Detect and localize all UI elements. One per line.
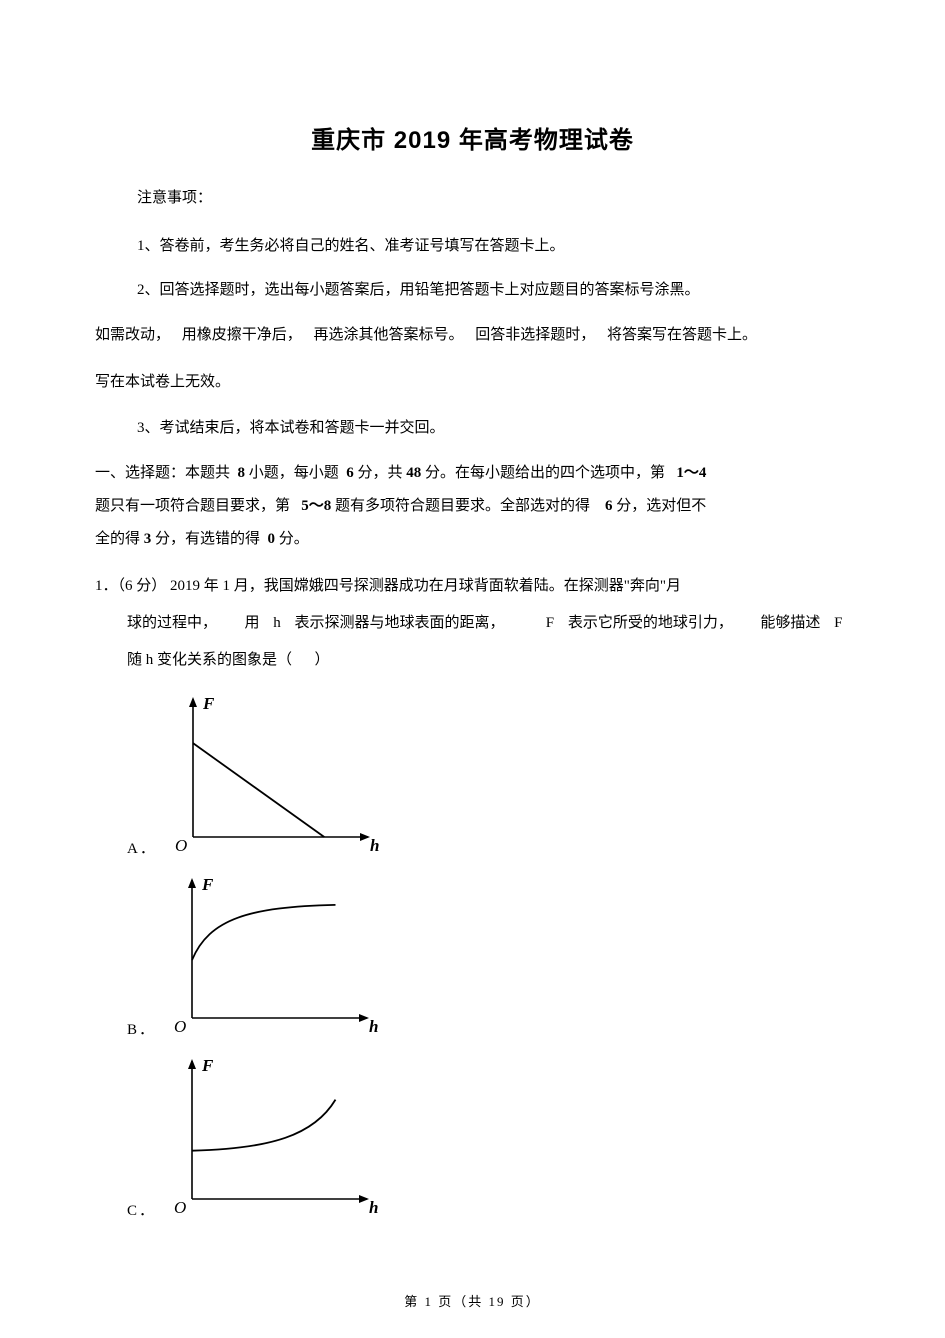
chart-b: Fh O — [162, 868, 387, 1043]
page-footer: 第 1 页（共 19 页） — [0, 1291, 945, 1310]
q1-line1: 1．（6 分） 2019 年 1 月，我国嫦娥四号探测器成功在月球背面软着陆。在… — [95, 570, 850, 603]
notice-item-2b: 如需改动， 用橡皮擦干净后， 再选涂其他答案标号。 回答非选择题时， 将答案写在… — [95, 319, 850, 352]
svg-text:F: F — [201, 875, 214, 894]
q1-line2: 球的过程中， 用 h 表示探测器与地球表面的距离， F 表示它所受的地球引力， … — [127, 607, 850, 640]
svg-text:h: h — [369, 1017, 378, 1036]
option-a-label: A． — [127, 837, 157, 862]
notice-item-2: 2、回答选择题时，选出每小题答案后，用铅笔把答题卡上对应题目的答案标号涂黑。 — [137, 275, 850, 305]
section-header: 一、选择题：本题共 8 小题，每小题 6 分，共 48 分。在每小题给出的四个选… — [95, 457, 850, 556]
option-a-row: A． Fh O — [127, 687, 850, 862]
option-b-row: B． Fh O — [127, 868, 850, 1043]
svg-text:h: h — [369, 1198, 378, 1217]
svg-text:O: O — [175, 836, 187, 855]
svg-text:O: O — [174, 1198, 186, 1217]
option-c-row: C． Fh O — [127, 1049, 850, 1224]
q1-line3: 随 h 变化关系的图象是（ ） — [127, 644, 850, 677]
svg-text:O: O — [174, 1017, 186, 1036]
svg-text:F: F — [202, 694, 215, 713]
notice-item-1: 1、答卷前，考生务必将自己的姓名、准考证号填写在答题卡上。 — [137, 231, 850, 261]
svg-text:h: h — [370, 836, 379, 855]
notice-header: 注意事项： — [137, 183, 850, 213]
page-title: 重庆市 2019 年高考物理试卷 — [95, 120, 850, 155]
title-main: 2019 年高考物理试卷 — [394, 127, 634, 154]
chart-c: Fh O — [162, 1049, 387, 1224]
notice-item-2c: 写在本试卷上无效。 — [95, 366, 850, 399]
option-b-label: B． — [127, 1018, 156, 1043]
notice-item-3: 3、考试结束后，将本试卷和答题卡一并交回。 — [137, 413, 850, 443]
title-prefix: 重庆市 — [311, 127, 394, 154]
svg-text:F: F — [201, 1056, 214, 1075]
question-1: 1．（6 分） 2019 年 1 月，我国嫦娥四号探测器成功在月球背面软着陆。在… — [95, 570, 850, 677]
option-c-label: C． — [127, 1199, 156, 1224]
chart-a: Fh O — [163, 687, 388, 862]
